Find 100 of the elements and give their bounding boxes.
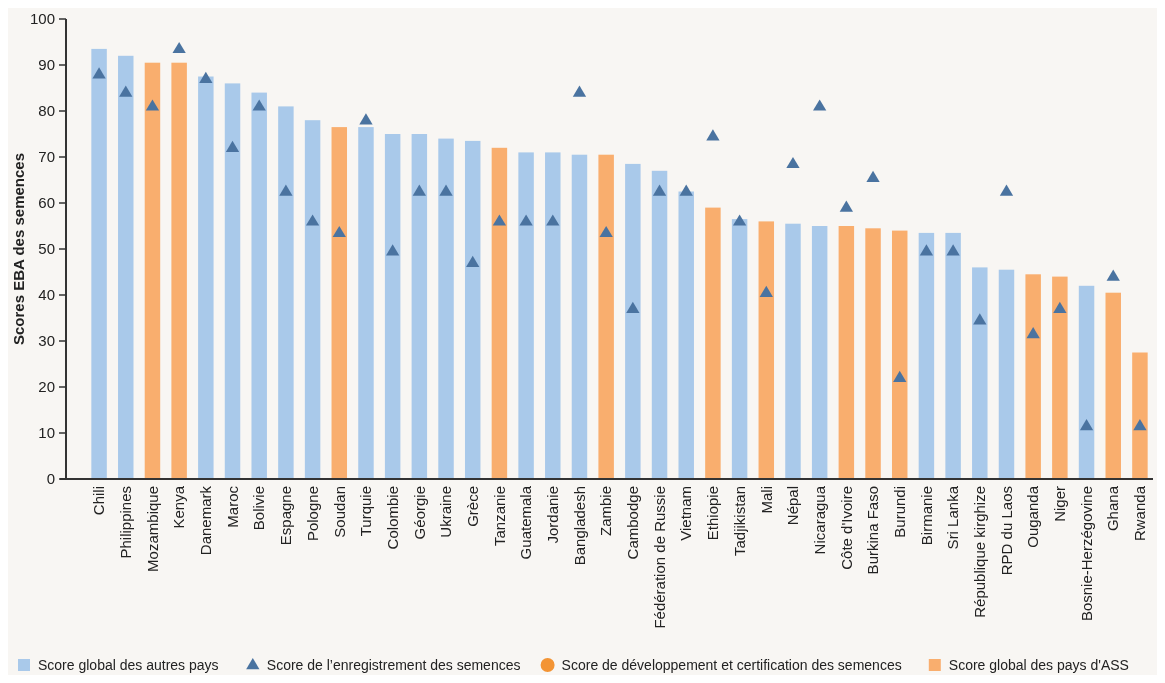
bar <box>491 147 508 479</box>
bar <box>358 127 374 479</box>
legend-label: Score global des autres pays <box>38 656 219 673</box>
point <box>866 170 880 182</box>
bar <box>972 267 988 479</box>
y-tick-label: 30 <box>38 332 55 350</box>
x-tick-label: Tanzanie <box>490 486 508 547</box>
point <box>893 370 907 382</box>
bar <box>1025 274 1041 479</box>
y-tick-label: 70 <box>38 148 55 166</box>
x-tick-label: Ouganda <box>1024 485 1042 548</box>
x-tick-label: Bosnie-Herzégovine <box>1077 486 1095 622</box>
y-tick-label: 0 <box>46 470 55 488</box>
x-tick-label: Ukraine <box>437 486 455 538</box>
bar <box>838 226 855 479</box>
x-tick-label: Géorgie <box>410 486 428 540</box>
bar <box>678 191 694 479</box>
bar <box>411 134 428 479</box>
point <box>759 285 773 297</box>
point <box>813 99 827 111</box>
x-tick-label: Birmanie <box>917 486 935 546</box>
x-tick-label: Côte d'Ivoire <box>837 486 855 570</box>
point <box>172 41 186 54</box>
legend-label: Score de l’enregistrement des semences <box>266 656 521 673</box>
point <box>706 129 720 141</box>
point <box>92 67 106 79</box>
x-tick-label: Colombie <box>383 486 401 550</box>
point <box>599 225 613 238</box>
bar <box>464 140 481 479</box>
bar <box>224 83 241 479</box>
bar <box>571 154 588 479</box>
point <box>839 200 853 212</box>
x-tick-label: Bangladesh <box>570 486 588 566</box>
x-tick-label: Espagne <box>277 486 295 546</box>
point <box>546 214 560 226</box>
x-tick-label: Cambodge <box>624 486 642 560</box>
point <box>786 156 800 169</box>
point <box>359 113 373 125</box>
y-tick-label: 90 <box>38 56 55 74</box>
x-tick-label: Burkina Faso <box>864 486 882 575</box>
x-tick-label: Kenya <box>170 485 188 529</box>
point <box>439 184 453 196</box>
x-tick-label: Maroc <box>223 485 241 528</box>
point <box>119 85 133 97</box>
bar <box>91 48 107 479</box>
bar <box>598 154 614 479</box>
bar <box>384 134 401 479</box>
x-tick-label: Chili <box>90 486 108 516</box>
point <box>145 99 160 111</box>
x-tick-label: Pologne <box>303 486 321 542</box>
x-tick-label: République kirghize <box>971 486 989 618</box>
bar <box>651 170 668 479</box>
bar <box>545 152 561 479</box>
bar <box>1052 276 1068 479</box>
y-tick-label: 60 <box>38 194 55 212</box>
x-tick-label: Zambie <box>597 486 615 537</box>
x-tick-label: RPD du Laos <box>997 486 1015 576</box>
x-tick-label: Rwanda <box>1131 485 1149 542</box>
point <box>973 313 987 325</box>
point <box>572 85 587 97</box>
bar <box>144 62 161 479</box>
y-tick-label: 80 <box>38 102 55 120</box>
point <box>999 184 1014 196</box>
bar <box>998 269 1015 479</box>
point <box>199 71 213 83</box>
point <box>1133 419 1147 431</box>
bar <box>785 223 801 479</box>
bar <box>1078 285 1095 479</box>
point <box>919 244 934 256</box>
bar <box>891 230 908 479</box>
x-tick-label: Turquie <box>357 486 375 537</box>
bar <box>705 207 721 479</box>
bar <box>1105 292 1121 479</box>
point <box>305 214 320 226</box>
x-tick-label: Ghana <box>1104 485 1122 532</box>
x-tick-label: Bolivie <box>250 486 268 531</box>
bar <box>251 92 267 479</box>
point <box>279 184 293 196</box>
x-tick-label: Jordanie <box>544 486 562 544</box>
x-tick-label: Vietnam <box>677 486 695 541</box>
bar <box>811 226 828 479</box>
x-tick-label: Guatemala <box>517 485 535 560</box>
y-tick-label: 10 <box>38 424 55 442</box>
legend-label: Score global des pays d'ASS <box>948 656 1129 673</box>
bar <box>278 106 294 479</box>
point <box>1053 301 1067 313</box>
point <box>652 184 667 196</box>
point <box>492 214 507 226</box>
point <box>519 214 533 226</box>
x-tick-label: Fédération de Russie <box>650 486 668 629</box>
bar <box>438 138 454 479</box>
x-tick-label: Burundi <box>890 486 908 538</box>
bar <box>918 232 935 479</box>
x-tick-label: Niger <box>1051 486 1069 522</box>
point <box>412 184 426 196</box>
point <box>386 244 400 256</box>
bar <box>625 163 641 479</box>
x-tick-label: Tadjikistan <box>730 486 748 557</box>
bar <box>171 62 187 479</box>
bar <box>304 120 321 479</box>
